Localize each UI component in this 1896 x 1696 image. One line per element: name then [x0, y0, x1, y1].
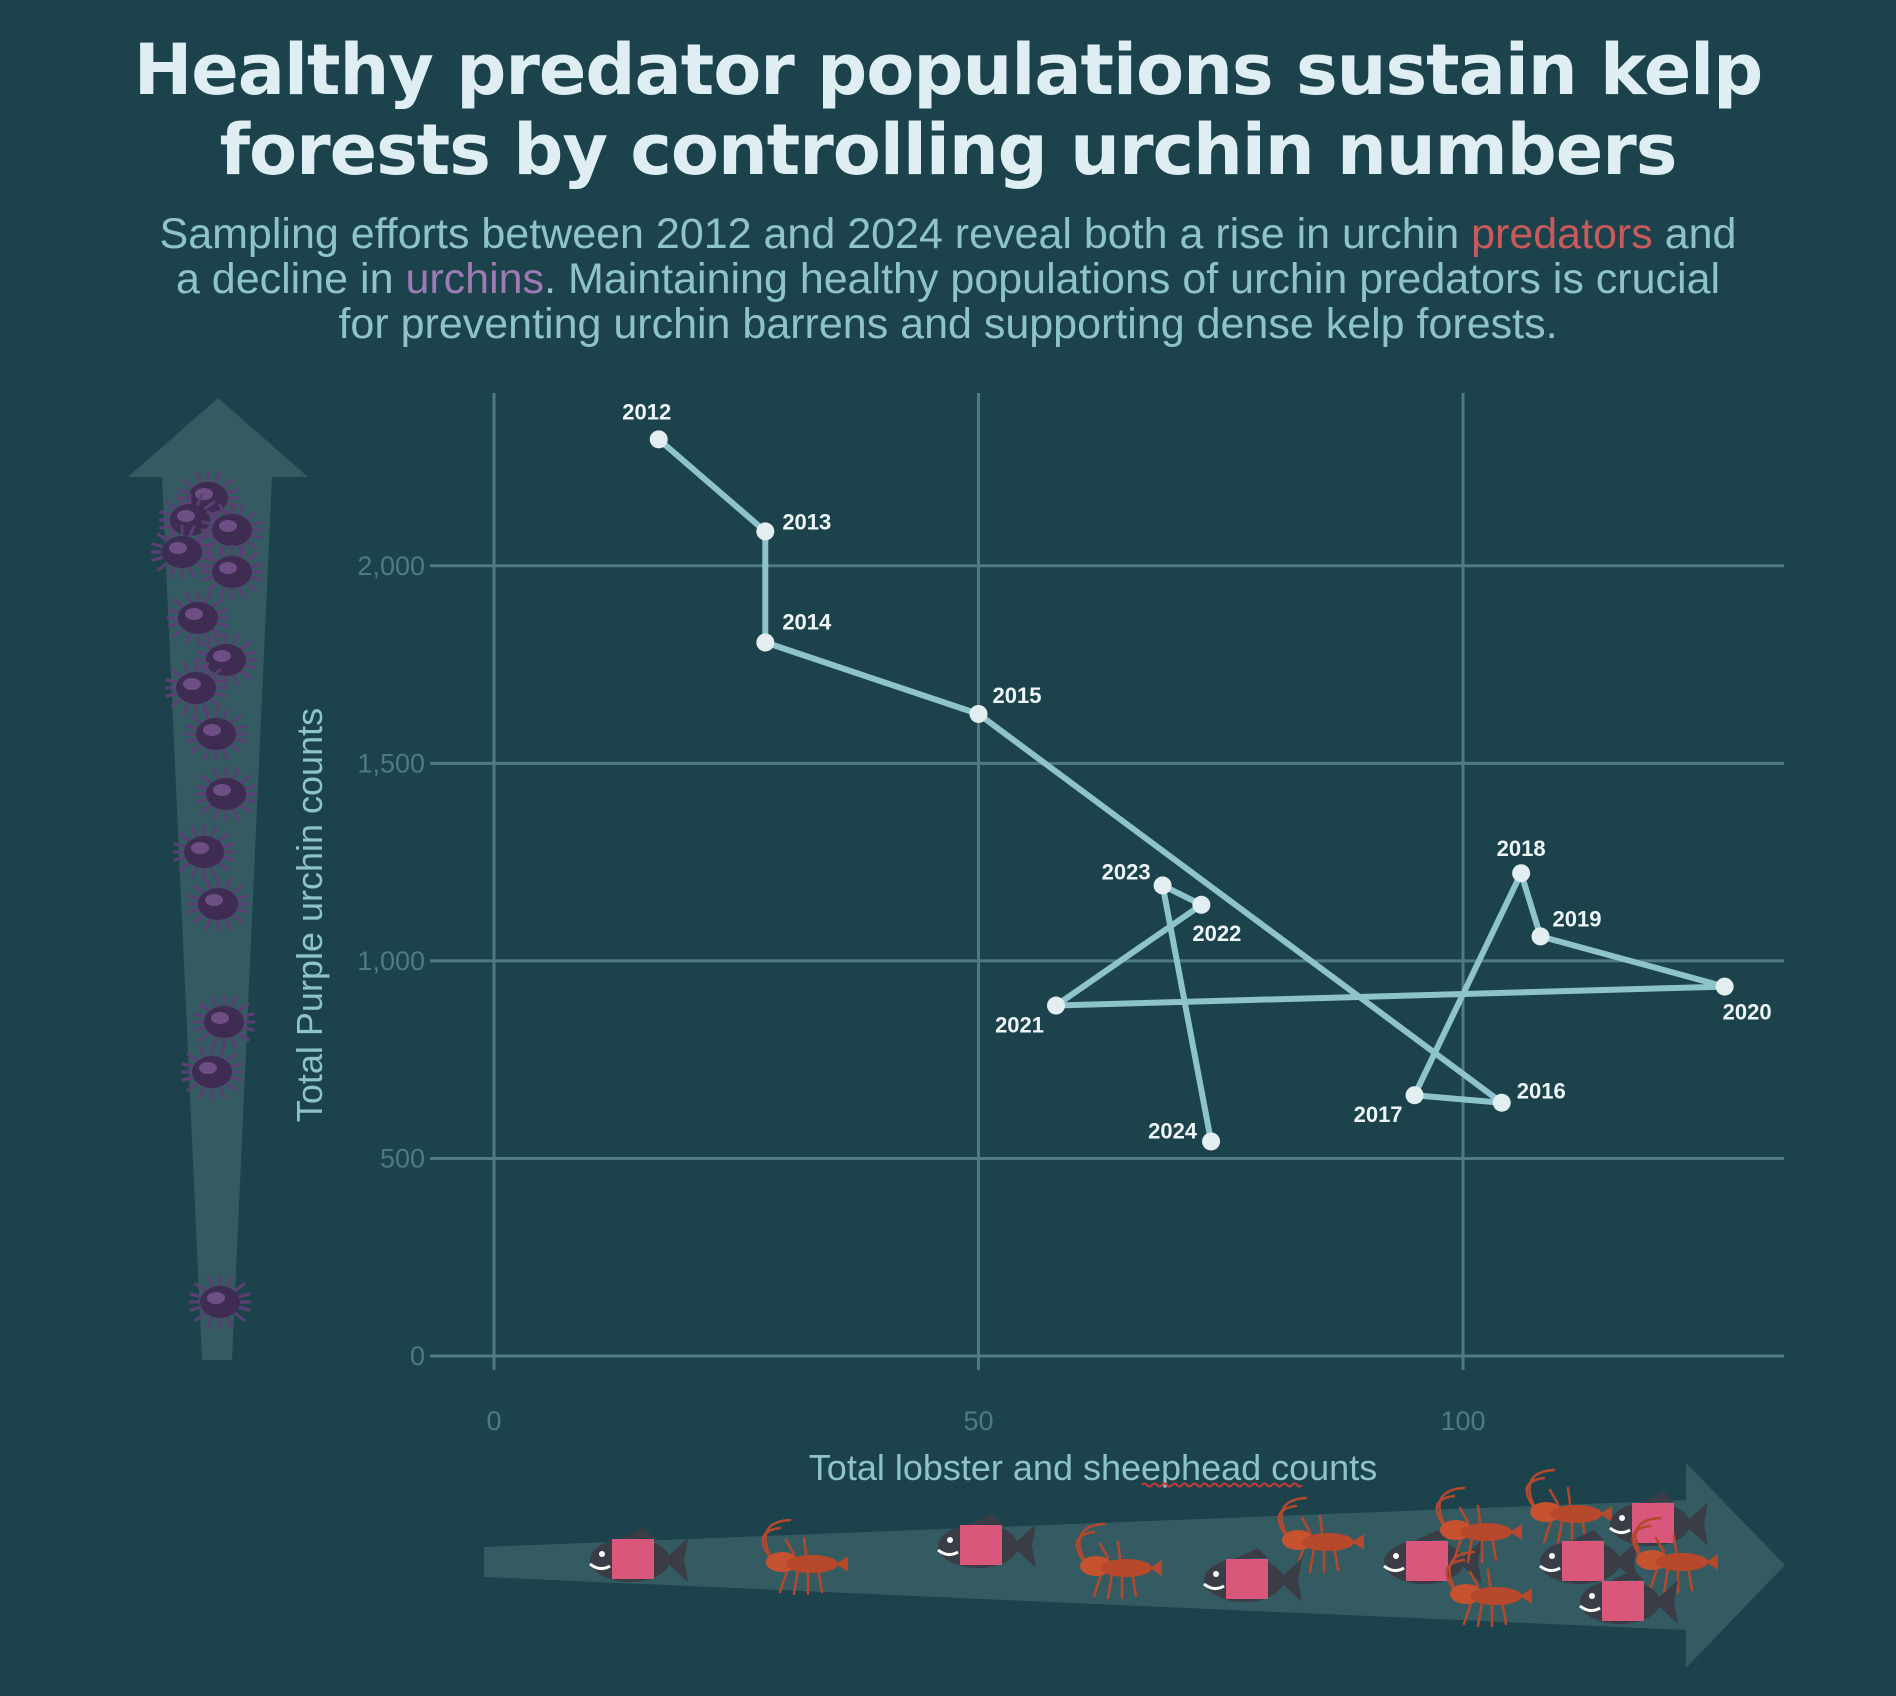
- point-labels: 2012 2013 2014 2015 2016 2017 2018 2019 2020 2021…: [622, 399, 1771, 1143]
- data-point: [1492, 1093, 1511, 1112]
- point-label: 2013: [782, 509, 831, 534]
- x-tick-label: 100: [1440, 1406, 1485, 1436]
- point-label: 2016: [1517, 1079, 1566, 1104]
- predators-highlight: predators: [1471, 210, 1653, 258]
- data-point: [1531, 927, 1550, 946]
- data-point: [1405, 1086, 1424, 1105]
- data-point: [649, 430, 668, 449]
- point-label: 2023: [1102, 859, 1151, 884]
- point-label: 2021: [995, 1013, 1044, 1038]
- y-axis-ticks: 0 500 1,000 1,500 2,000: [357, 551, 425, 1371]
- x-axis-label: Total lobster and sheephead counts: [809, 1447, 1377, 1488]
- y-tick-label: 0: [410, 1341, 425, 1371]
- data-point: [1192, 895, 1211, 914]
- data-point: [756, 633, 775, 652]
- point-label: 2024: [1148, 1118, 1198, 1143]
- y-tick-label: 2,000: [357, 551, 425, 581]
- title-line-1: Healthy predator populations sustain kel…: [133, 29, 1764, 111]
- subtitle-line-3: for preventing urchin barrens and suppor…: [338, 300, 1558, 348]
- point-label: 2020: [1723, 1000, 1772, 1025]
- y-tick-label: 500: [380, 1143, 425, 1173]
- data-point: [969, 704, 988, 723]
- subtitle-text: a decline in: [175, 255, 406, 303]
- chart-title: Healthy predator populations sustain kel…: [0, 30, 1896, 190]
- y-tick-label: 1,000: [357, 946, 425, 976]
- point-label: 2018: [1497, 836, 1546, 861]
- data-point: [1153, 876, 1172, 895]
- x-tick-label: 0: [486, 1406, 501, 1436]
- data-point: [1047, 996, 1066, 1015]
- x-axis-ticks: 0 50 100: [486, 1406, 1485, 1436]
- subtitle-line-2: a decline in urchins. Maintaining health…: [0, 257, 1896, 302]
- data-point: [1715, 977, 1734, 996]
- point-label: 2015: [993, 683, 1042, 708]
- subtitle-text: Sampling efforts between 2012 and 2024 r…: [159, 210, 1472, 258]
- series-line: [655, 436, 1728, 1145]
- point-label: 2019: [1553, 906, 1602, 931]
- subtitle-text: and: [1652, 210, 1737, 258]
- data-points: [649, 430, 1734, 1151]
- urchins-highlight: urchins: [405, 255, 545, 303]
- point-label: 2012: [622, 399, 671, 424]
- data-point: [1512, 864, 1531, 883]
- data-point: [756, 522, 775, 541]
- gridlines: [430, 393, 1784, 1370]
- y-axis-label: Total Purple urchin counts: [289, 708, 330, 1122]
- y-tick-label: 1,500: [357, 748, 425, 778]
- subtitle-text: . Maintaining healthy populations of urc…: [544, 255, 1721, 303]
- spellcheck-underline: [1141, 1482, 1303, 1488]
- point-label: 2017: [1354, 1102, 1403, 1127]
- point-label: 2022: [1192, 921, 1241, 946]
- subtitle-line-1: Sampling efforts between 2012 and 2024 r…: [0, 212, 1896, 257]
- data-point: [1202, 1132, 1221, 1151]
- point-label: 2014: [782, 609, 832, 634]
- chart-subtitle: Sampling efforts between 2012 and 2024 r…: [0, 212, 1896, 347]
- title-line-2: forests by controlling urchin numbers: [219, 109, 1678, 191]
- x-tick-label: 50: [963, 1406, 993, 1436]
